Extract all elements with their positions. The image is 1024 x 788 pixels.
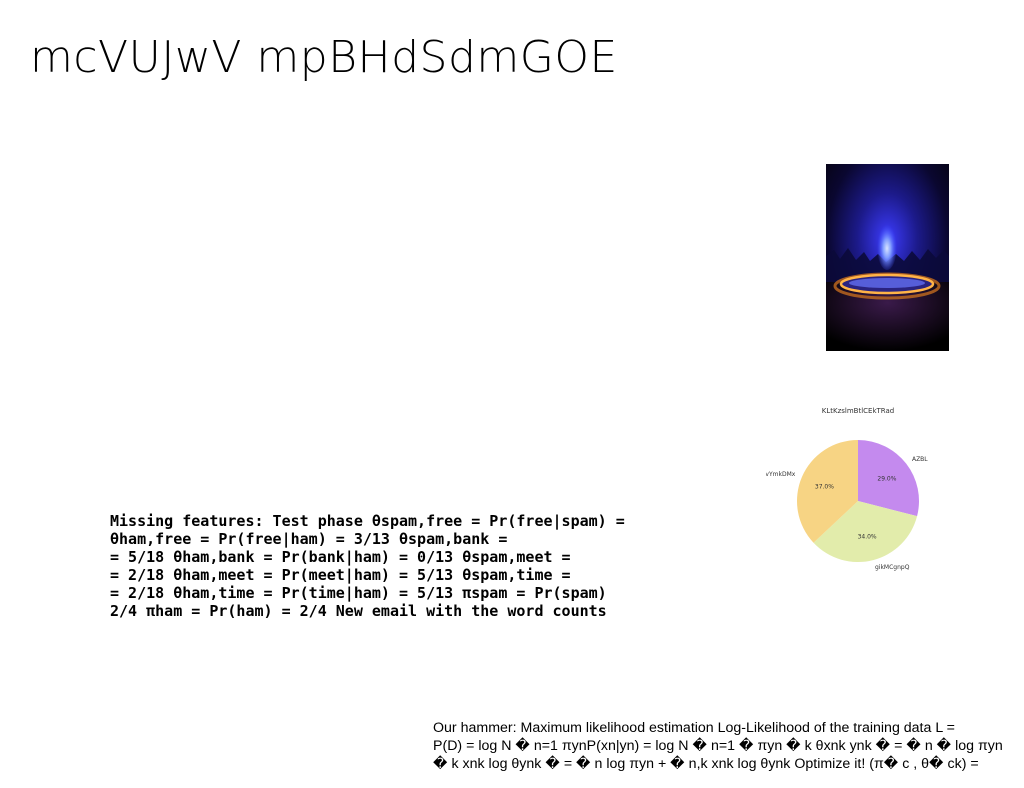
missing-features-text: Missing features: Test phase θspam,free … xyxy=(110,512,680,620)
missing-features-line: θham,free = Pr(free|ham) = 3/13 θspam,ba… xyxy=(110,530,508,548)
pie-chart: KLtKzslmBtlCEkTRad 29.0% AZBL 34.0% gikMCgn… xyxy=(766,400,942,604)
hammer-line: � k xnk log θynk � = � n log πyn + � n,k… xyxy=(433,756,979,772)
missing-features-line: = 2/18 θham,meet = Pr(meet|ham) = 5/13 θ… xyxy=(110,566,571,584)
portal-flame xyxy=(877,222,897,270)
pie-slice-AZBL xyxy=(858,440,919,517)
pie-slice-gikMCgnpQ xyxy=(813,501,918,562)
missing-features-line: 2/4 πham = Pr(ham) = 2/4 New email with … xyxy=(110,602,607,620)
missing-features-line: = 2/18 θham,time = Pr(time|ham) = 5/13 π… xyxy=(110,584,607,602)
missing-features-line: Missing features: Test phase θspam,free … xyxy=(110,512,625,530)
hammer-line: Our hammer: Maximum likelihood estimatio… xyxy=(433,720,955,736)
pie-legend-label: gikMCgnpQ xyxy=(875,564,910,571)
hammer-line: P(D) = log N � n=1 πynP(xn|yn) = log N �… xyxy=(433,738,1003,754)
pie-chart-svg: KLtKzslmBtlCEkTRad 29.0% AZBL 34.0% gikMCgn… xyxy=(766,407,928,571)
pie-pct-label: 29.0% xyxy=(877,476,896,483)
pie-pct-label: 34.0% xyxy=(858,533,877,540)
portal-photo xyxy=(826,164,949,351)
portal-ring-glow xyxy=(849,278,925,288)
chart-title: KLtKzslmBtlCEkTRad xyxy=(822,407,895,415)
hammer-text: Our hammer: Maximum likelihood estimatio… xyxy=(433,719,1021,773)
pie-slice-vYmkDMx xyxy=(797,440,858,543)
slide-title: mcVUJwV mpBHdSdmGOE xyxy=(30,32,618,83)
pie-legend-label: AZBL xyxy=(912,456,928,463)
pie-legend-label: vYmkDMx xyxy=(766,471,796,478)
portal-image xyxy=(826,164,949,351)
pie-pct-label: 37.0% xyxy=(815,483,834,490)
missing-features-line: = 5/18 θham,bank = Pr(bank|ham) = 0/13 θ… xyxy=(110,548,571,566)
